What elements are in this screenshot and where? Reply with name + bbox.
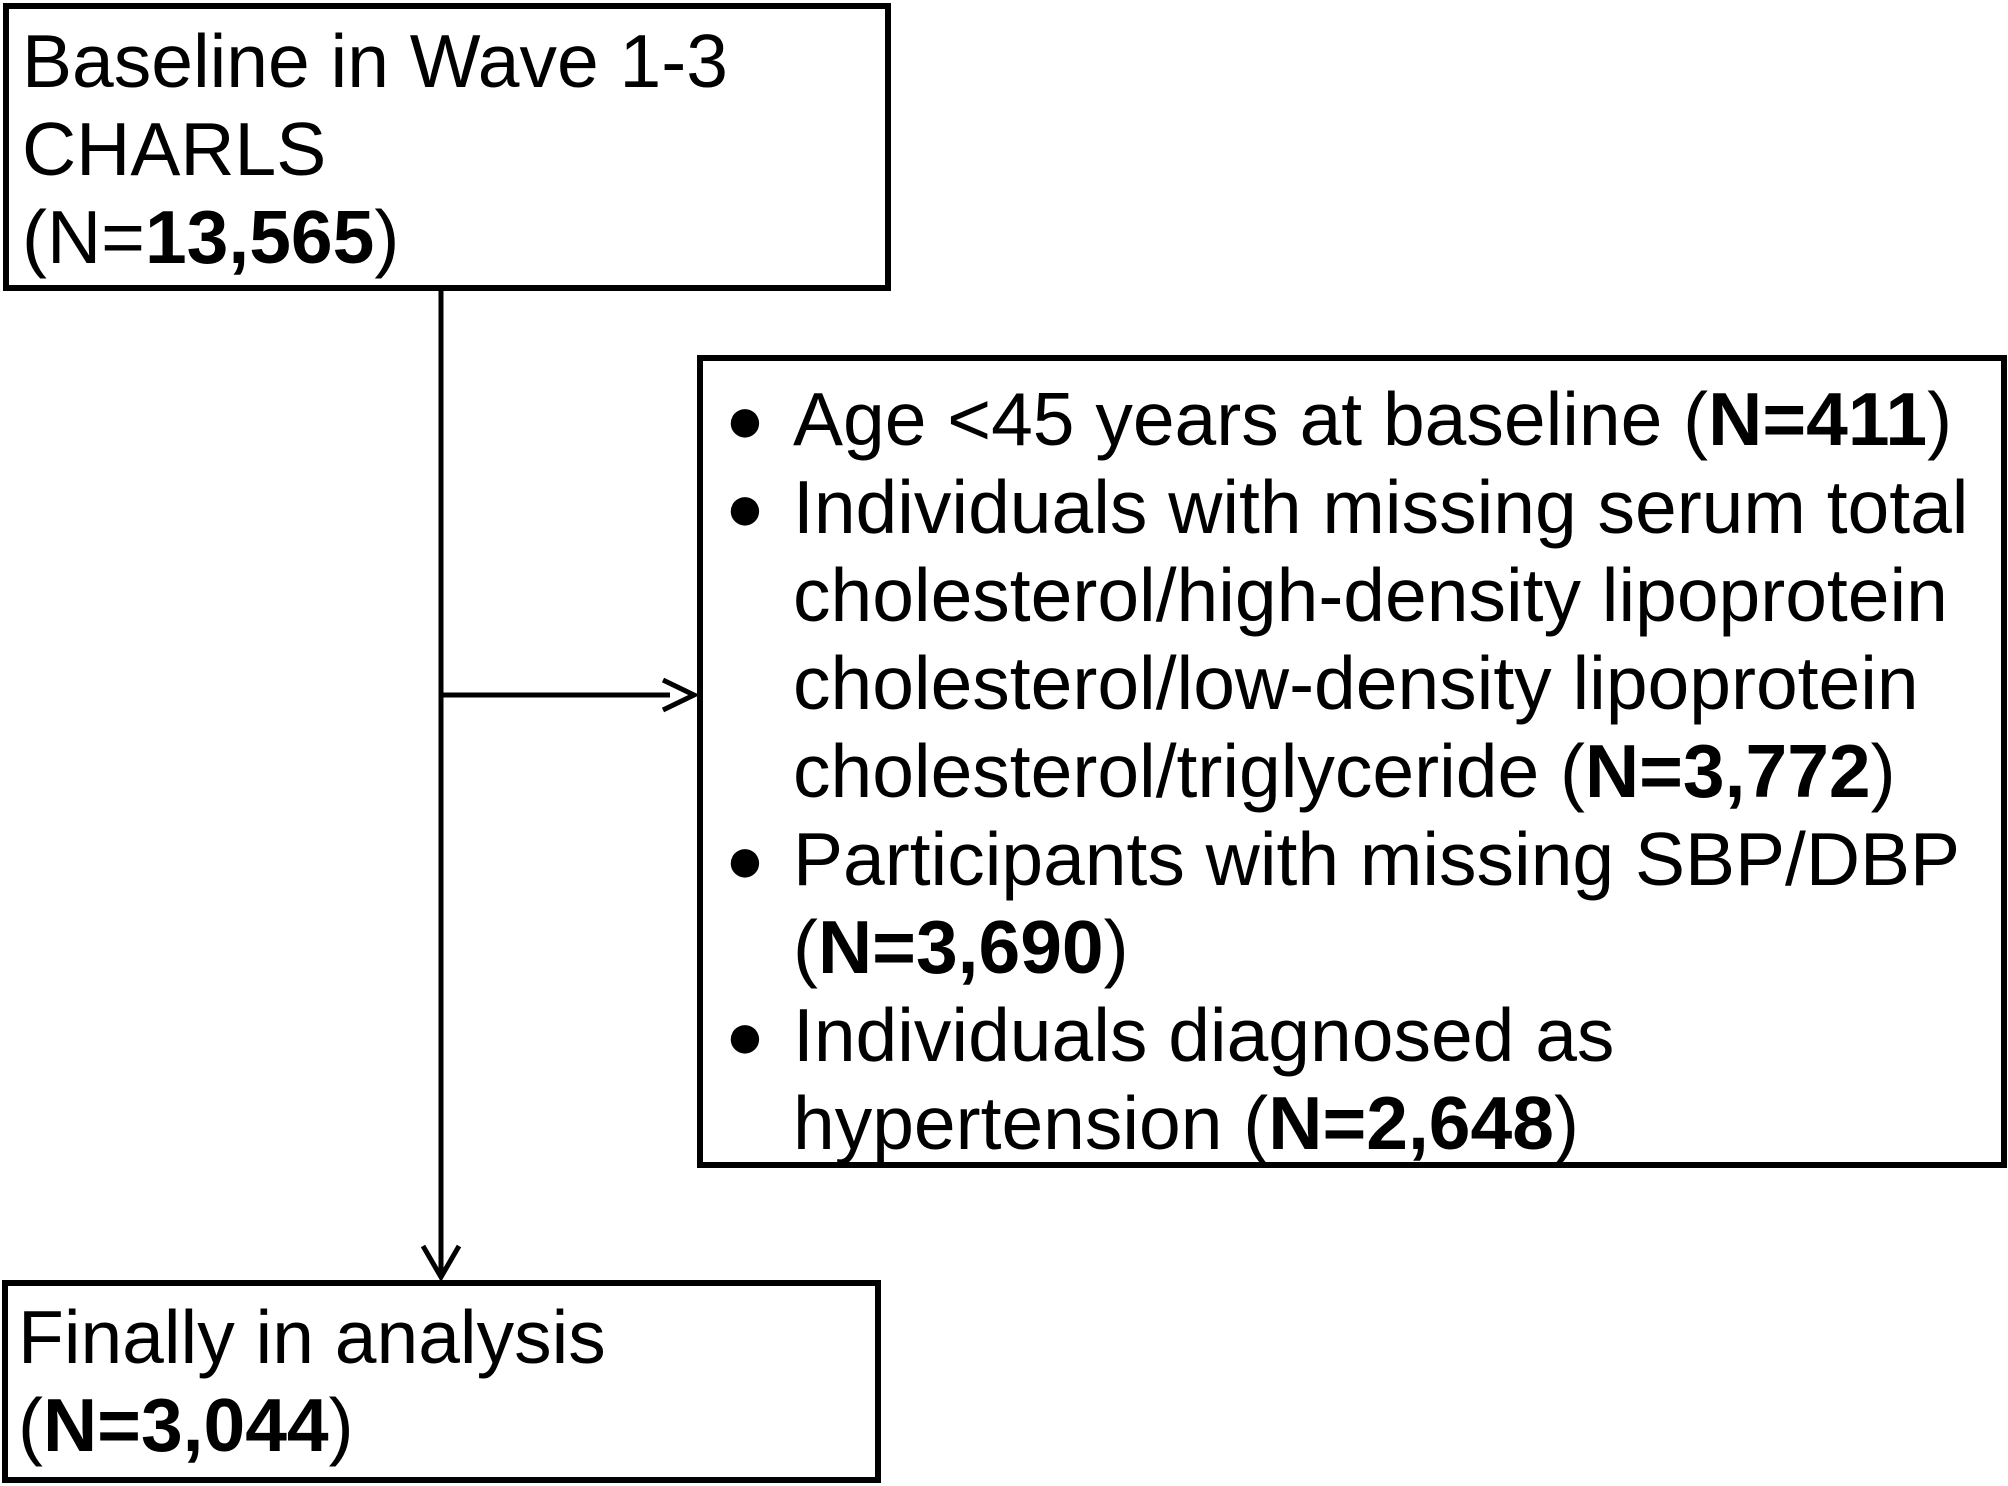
text-segment: hypertension ( [793, 1081, 1269, 1165]
exclusion-bullet: ● Participants with missing SBP/DBP (N=3,6… [725, 815, 1993, 991]
n-close: ) [374, 195, 400, 279]
n-value: 13,565 [144, 195, 375, 279]
text-segment: N=2,648 [1268, 1081, 1554, 1165]
bullet-text: Individuals with missing serum total chol… [793, 463, 1993, 815]
text-segment: ) [1553, 1081, 1579, 1165]
n-open: (N= [22, 195, 145, 279]
text-segment: N=411 [1708, 377, 1928, 461]
baseline-title-line2: CHARLS [22, 107, 327, 191]
text-segment: cholesterol/low-density lipoprotein [793, 641, 1919, 725]
text-segment: cholesterol/triglyceride ( [793, 729, 1585, 813]
baseline-title-line1: Baseline in Wave 1-3 [22, 19, 728, 103]
exclusion-line: cholesterol/low-density lipoprotein [793, 639, 1993, 727]
bullet-icon: ● [725, 382, 765, 456]
exclusion-line: (N=3,690) [793, 903, 1993, 991]
exclusion-line: Individuals with missing serum total [793, 463, 1993, 551]
exclusion-bullet: ● Age <45 years at baseline (N=411) [725, 375, 1993, 463]
bullet-icon: ● [725, 822, 765, 896]
text-segment: cholesterol/high-density lipoprotein [793, 553, 1948, 637]
exclusion-bullet-list: ● Age <45 years at baseline (N=411) ● Indiv… [725, 375, 1993, 1167]
right-arrowhead-icon [661, 677, 700, 713]
text-segment: N=3,772 [1584, 729, 1871, 813]
text-segment: Participants with missing SBP/DBP [793, 817, 1961, 901]
exclusion-bullet: ● Individuals with missing serum total cho… [725, 463, 1993, 815]
text-segment: ) [1927, 377, 1953, 461]
text-segment: ( [793, 905, 818, 989]
final-n-line: (N=3,044) [18, 1381, 865, 1469]
box-final-analysis: Finally in analysis (N=3,044) [2, 1280, 881, 1483]
exclusion-line: Individuals diagnosed as [793, 991, 1993, 1079]
exclusion-bullet: ● Individuals diagnosed as hypertension (N… [725, 991, 1993, 1167]
bullet-icon: ● [725, 998, 765, 1072]
text-segment: ) [1870, 729, 1896, 813]
n-open: ( [18, 1383, 43, 1467]
text-segment: N=3,690 [817, 905, 1104, 989]
n-value: N=3,044 [42, 1383, 329, 1467]
box-baseline-cohort: Baseline in Wave 1-3 CHARLS (N=13,565) [3, 3, 891, 291]
text-segment: Individuals diagnosed as [793, 993, 1615, 1077]
n-close: ) [328, 1383, 354, 1467]
text-segment: ) [1103, 905, 1129, 989]
baseline-n-line: (N=13,565) [22, 193, 875, 281]
final-title-line: Finally in analysis [18, 1295, 606, 1379]
box-exclusion-criteria: ● Age <45 years at baseline (N=411) ● Indiv… [697, 355, 2007, 1168]
exclusion-line: Age <45 years at baseline (N=411) [793, 375, 1993, 463]
down-arrowhead-icon [420, 1244, 462, 1282]
bullet-icon: ● [725, 470, 765, 544]
bullet-text: Participants with missing SBP/DBP (N=3,69… [793, 815, 1993, 991]
bullet-text: Individuals diagnosed as hypertension (N=… [793, 991, 1993, 1167]
exclusion-line: cholesterol/triglyceride (N=3,772) [793, 727, 1993, 815]
text-segment: Individuals with missing serum total [793, 465, 1969, 549]
bullet-text: Age <45 years at baseline (N=411) [793, 375, 1993, 463]
exclusion-line: hypertension (N=2,648) [793, 1079, 1993, 1167]
exclusion-line: cholesterol/high-density lipoprotein [793, 551, 1993, 639]
exclusion-line: Participants with missing SBP/DBP [793, 815, 1993, 903]
text-segment: Age <45 years at baseline ( [793, 377, 1709, 461]
